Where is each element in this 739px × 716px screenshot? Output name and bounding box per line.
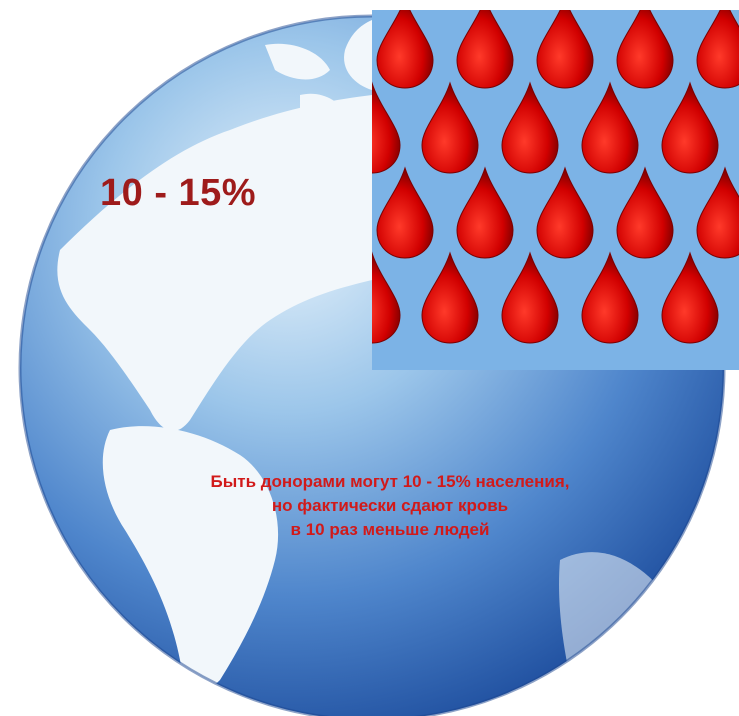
blood-drop-icon bbox=[456, 166, 514, 259]
blood-drop-icon bbox=[376, 10, 434, 89]
blood-drop-icon bbox=[616, 10, 674, 89]
blood-drop-icon bbox=[456, 10, 514, 89]
blood-drop-icon bbox=[501, 81, 559, 174]
blood-drop-icon bbox=[581, 251, 639, 344]
blood-drop-icon bbox=[536, 10, 594, 89]
blood-drop-icon bbox=[421, 81, 479, 174]
blood-drop-icon bbox=[696, 10, 739, 89]
caption-line-2: но фактически сдают кровь bbox=[271, 496, 509, 515]
blood-drop-panel bbox=[372, 10, 739, 370]
caption-line-3: в 10 раз меньше людей bbox=[290, 520, 490, 539]
percentage-headline: 10 - 15% bbox=[100, 172, 257, 214]
blood-drop-icon bbox=[372, 81, 401, 174]
donor-caption: Быть донорами могут 10 - 15% населения, … bbox=[140, 470, 640, 542]
blood-drop-icon bbox=[661, 81, 719, 174]
blood-drop-icon bbox=[536, 166, 594, 259]
blood-drop-icon bbox=[661, 251, 719, 344]
blood-drop-icon bbox=[372, 251, 401, 344]
blood-drop-icon bbox=[616, 166, 674, 259]
blood-drop-icon bbox=[696, 166, 739, 259]
blood-drop-icon bbox=[581, 81, 639, 174]
blood-drop-icon bbox=[421, 251, 479, 344]
blood-drop-icon bbox=[501, 251, 559, 344]
blood-drop-icon bbox=[376, 166, 434, 259]
caption-line-1: Быть донорами могут 10 - 15% населения, bbox=[210, 472, 570, 491]
